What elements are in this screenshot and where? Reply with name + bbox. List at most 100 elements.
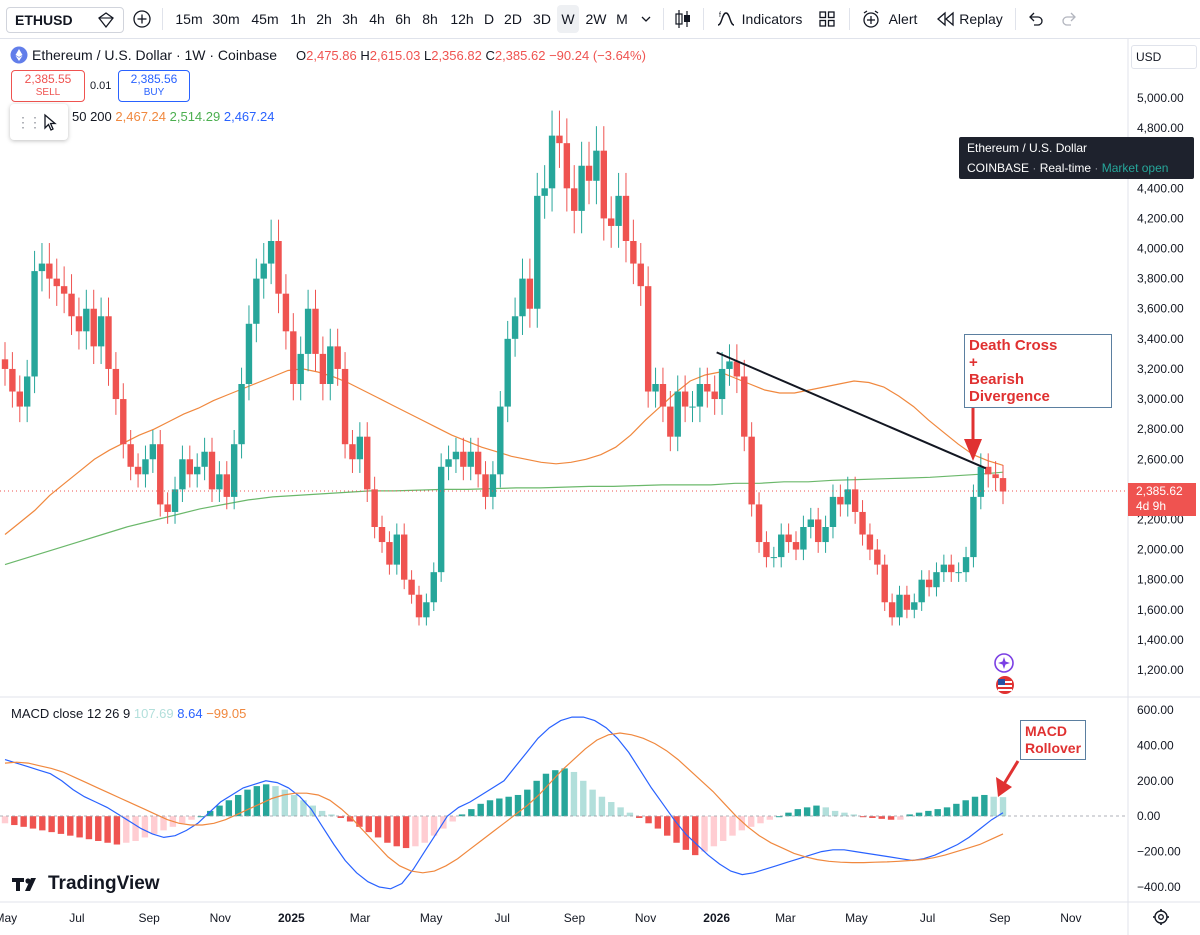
macd-histogram-bar (785, 812, 792, 817)
macd-histogram-bar (589, 789, 596, 817)
macd-histogram-bar (272, 786, 279, 817)
interval-30m[interactable]: 30m (212, 11, 240, 27)
ma-legend: 50 200 2,467.24 2,514.29 2,467.24 (72, 109, 274, 124)
svg-text:f: f (719, 12, 721, 19)
candle-body (866, 534, 874, 550)
interval-2w[interactable]: 2W (585, 11, 607, 27)
macd-histogram-bar (300, 800, 307, 817)
interval-2h[interactable]: 2h (316, 11, 332, 27)
tradingview-logo[interactable]: TradingView (12, 873, 160, 895)
layouts-grid-icon[interactable] (818, 10, 836, 28)
interval-m[interactable]: M (616, 11, 628, 27)
interval-45m[interactable]: 45m (251, 11, 279, 27)
macd-histogram-bar (1, 816, 9, 824)
symbol-search-box[interactable]: ETHUSD (6, 7, 124, 33)
death-cross-annotation[interactable]: Death Cross + Bearish Divergence (964, 334, 1112, 408)
interval-12h[interactable]: 12h (450, 11, 474, 27)
time-tick-label: May (420, 911, 443, 925)
price-tick-label: 3,800.00 (1137, 272, 1184, 286)
interval-1h[interactable]: 1h (290, 11, 306, 27)
drag-handle-icon[interactable]: ⋮⋮ (16, 114, 42, 130)
candle-body (267, 241, 275, 264)
symbol-text: ETHUSD (15, 12, 73, 28)
sparkle-icon[interactable] (994, 653, 1014, 673)
time-tick-label: Jul (495, 911, 510, 925)
macd-histogram-bar (234, 794, 242, 817)
macd-histogram-bar (552, 770, 559, 817)
interval-w[interactable]: W (557, 5, 579, 33)
macd-histogram-bar (374, 816, 382, 838)
candle-body (356, 436, 364, 460)
macd-rollover-annotation[interactable]: MACD Rollover (1020, 720, 1086, 760)
settings-gear-icon[interactable] (1153, 909, 1169, 925)
candle-body (948, 564, 955, 573)
interval-2d[interactable]: 2D (504, 11, 522, 27)
candle-body (319, 353, 327, 384)
macd-histogram-bar (803, 807, 811, 817)
candle-body (349, 444, 356, 460)
price-tick-label: 4,800.00 (1137, 121, 1184, 135)
chart-canvas[interactable]: 5,000.004,800.004,600.004,400.004,200.00… (0, 39, 1200, 935)
macd-histogram-bar (384, 816, 391, 843)
macd-tick-label: −200.00 (1137, 845, 1181, 859)
macd-histogram-bar (887, 816, 895, 820)
replay-button[interactable]: Replay (959, 11, 1003, 27)
redo-icon[interactable] (1061, 10, 1079, 28)
time-tick-label: Jul (69, 911, 84, 925)
candles-chart-type-icon[interactable] (673, 8, 693, 30)
interval-6h[interactable]: 6h (395, 11, 411, 27)
macd-histogram-bar (822, 807, 829, 817)
indicators-button[interactable]: Indicators (741, 11, 803, 27)
cursor-arrow-icon[interactable] (42, 113, 58, 131)
macd-histogram-bar (701, 816, 708, 852)
add-symbol-icon[interactable] (132, 9, 152, 29)
time-tick-label: Sep (564, 911, 586, 925)
last-price-label: 2,385.62 4d 9h (1128, 483, 1196, 516)
candle-body (430, 572, 437, 603)
interval-8h[interactable]: 8h (422, 11, 438, 27)
price-tick-label: 5,000.00 (1137, 91, 1184, 105)
indicators-icon[interactable]: f (716, 9, 736, 29)
interval-4h[interactable]: 4h (369, 11, 385, 27)
candle-body (245, 323, 253, 384)
candle-body (755, 504, 763, 543)
candle-body (341, 368, 349, 445)
us-flag-icon[interactable] (996, 676, 1014, 694)
macd-histogram-bar (244, 789, 251, 817)
diamond-icon[interactable] (97, 11, 115, 29)
macd-histogram-bar (542, 773, 550, 817)
sell-button[interactable]: 2,385.55 SELL (11, 70, 85, 102)
price-tick-label: 1,400.00 (1137, 633, 1184, 647)
undo-icon[interactable] (1026, 10, 1044, 28)
candle-body (364, 436, 371, 490)
candle-body (445, 459, 452, 467)
currency-selector[interactable]: USD (1131, 45, 1197, 69)
candle-body (807, 519, 814, 527)
macd-histogram-bar (113, 816, 121, 845)
candle-body (120, 399, 127, 445)
candle-body (770, 557, 778, 559)
candle-body (223, 474, 230, 497)
macd-histogram-bar (29, 816, 37, 829)
buy-button[interactable]: 2,385.56 BUY (118, 70, 190, 102)
replay-rewind-icon[interactable] (936, 11, 956, 27)
macd-tick-label: 0.00 (1137, 809, 1161, 823)
candle-body (778, 534, 785, 558)
time-tick-label: 2025 (278, 911, 305, 925)
time-tick-label: Nov (1060, 911, 1081, 925)
interval-3d[interactable]: 3D (533, 11, 551, 27)
macd-histogram-bar (859, 816, 867, 818)
close-label: C (485, 48, 495, 63)
candle-body (378, 527, 386, 543)
ma-value-3: 2,467.24 (223, 109, 275, 124)
time-tick-label: Sep (138, 911, 160, 925)
interval-15m[interactable]: 15m (175, 11, 203, 27)
toolbar-separator (849, 8, 850, 30)
macd-histogram-bar (67, 816, 74, 836)
macd-histogram-bar (747, 816, 755, 827)
alarm-clock-icon[interactable] (861, 9, 881, 29)
chevron-down-icon[interactable] (640, 14, 652, 24)
interval-d[interactable]: D (483, 11, 495, 27)
alert-button[interactable]: Alert (888, 11, 918, 27)
interval-3h[interactable]: 3h (342, 11, 358, 27)
